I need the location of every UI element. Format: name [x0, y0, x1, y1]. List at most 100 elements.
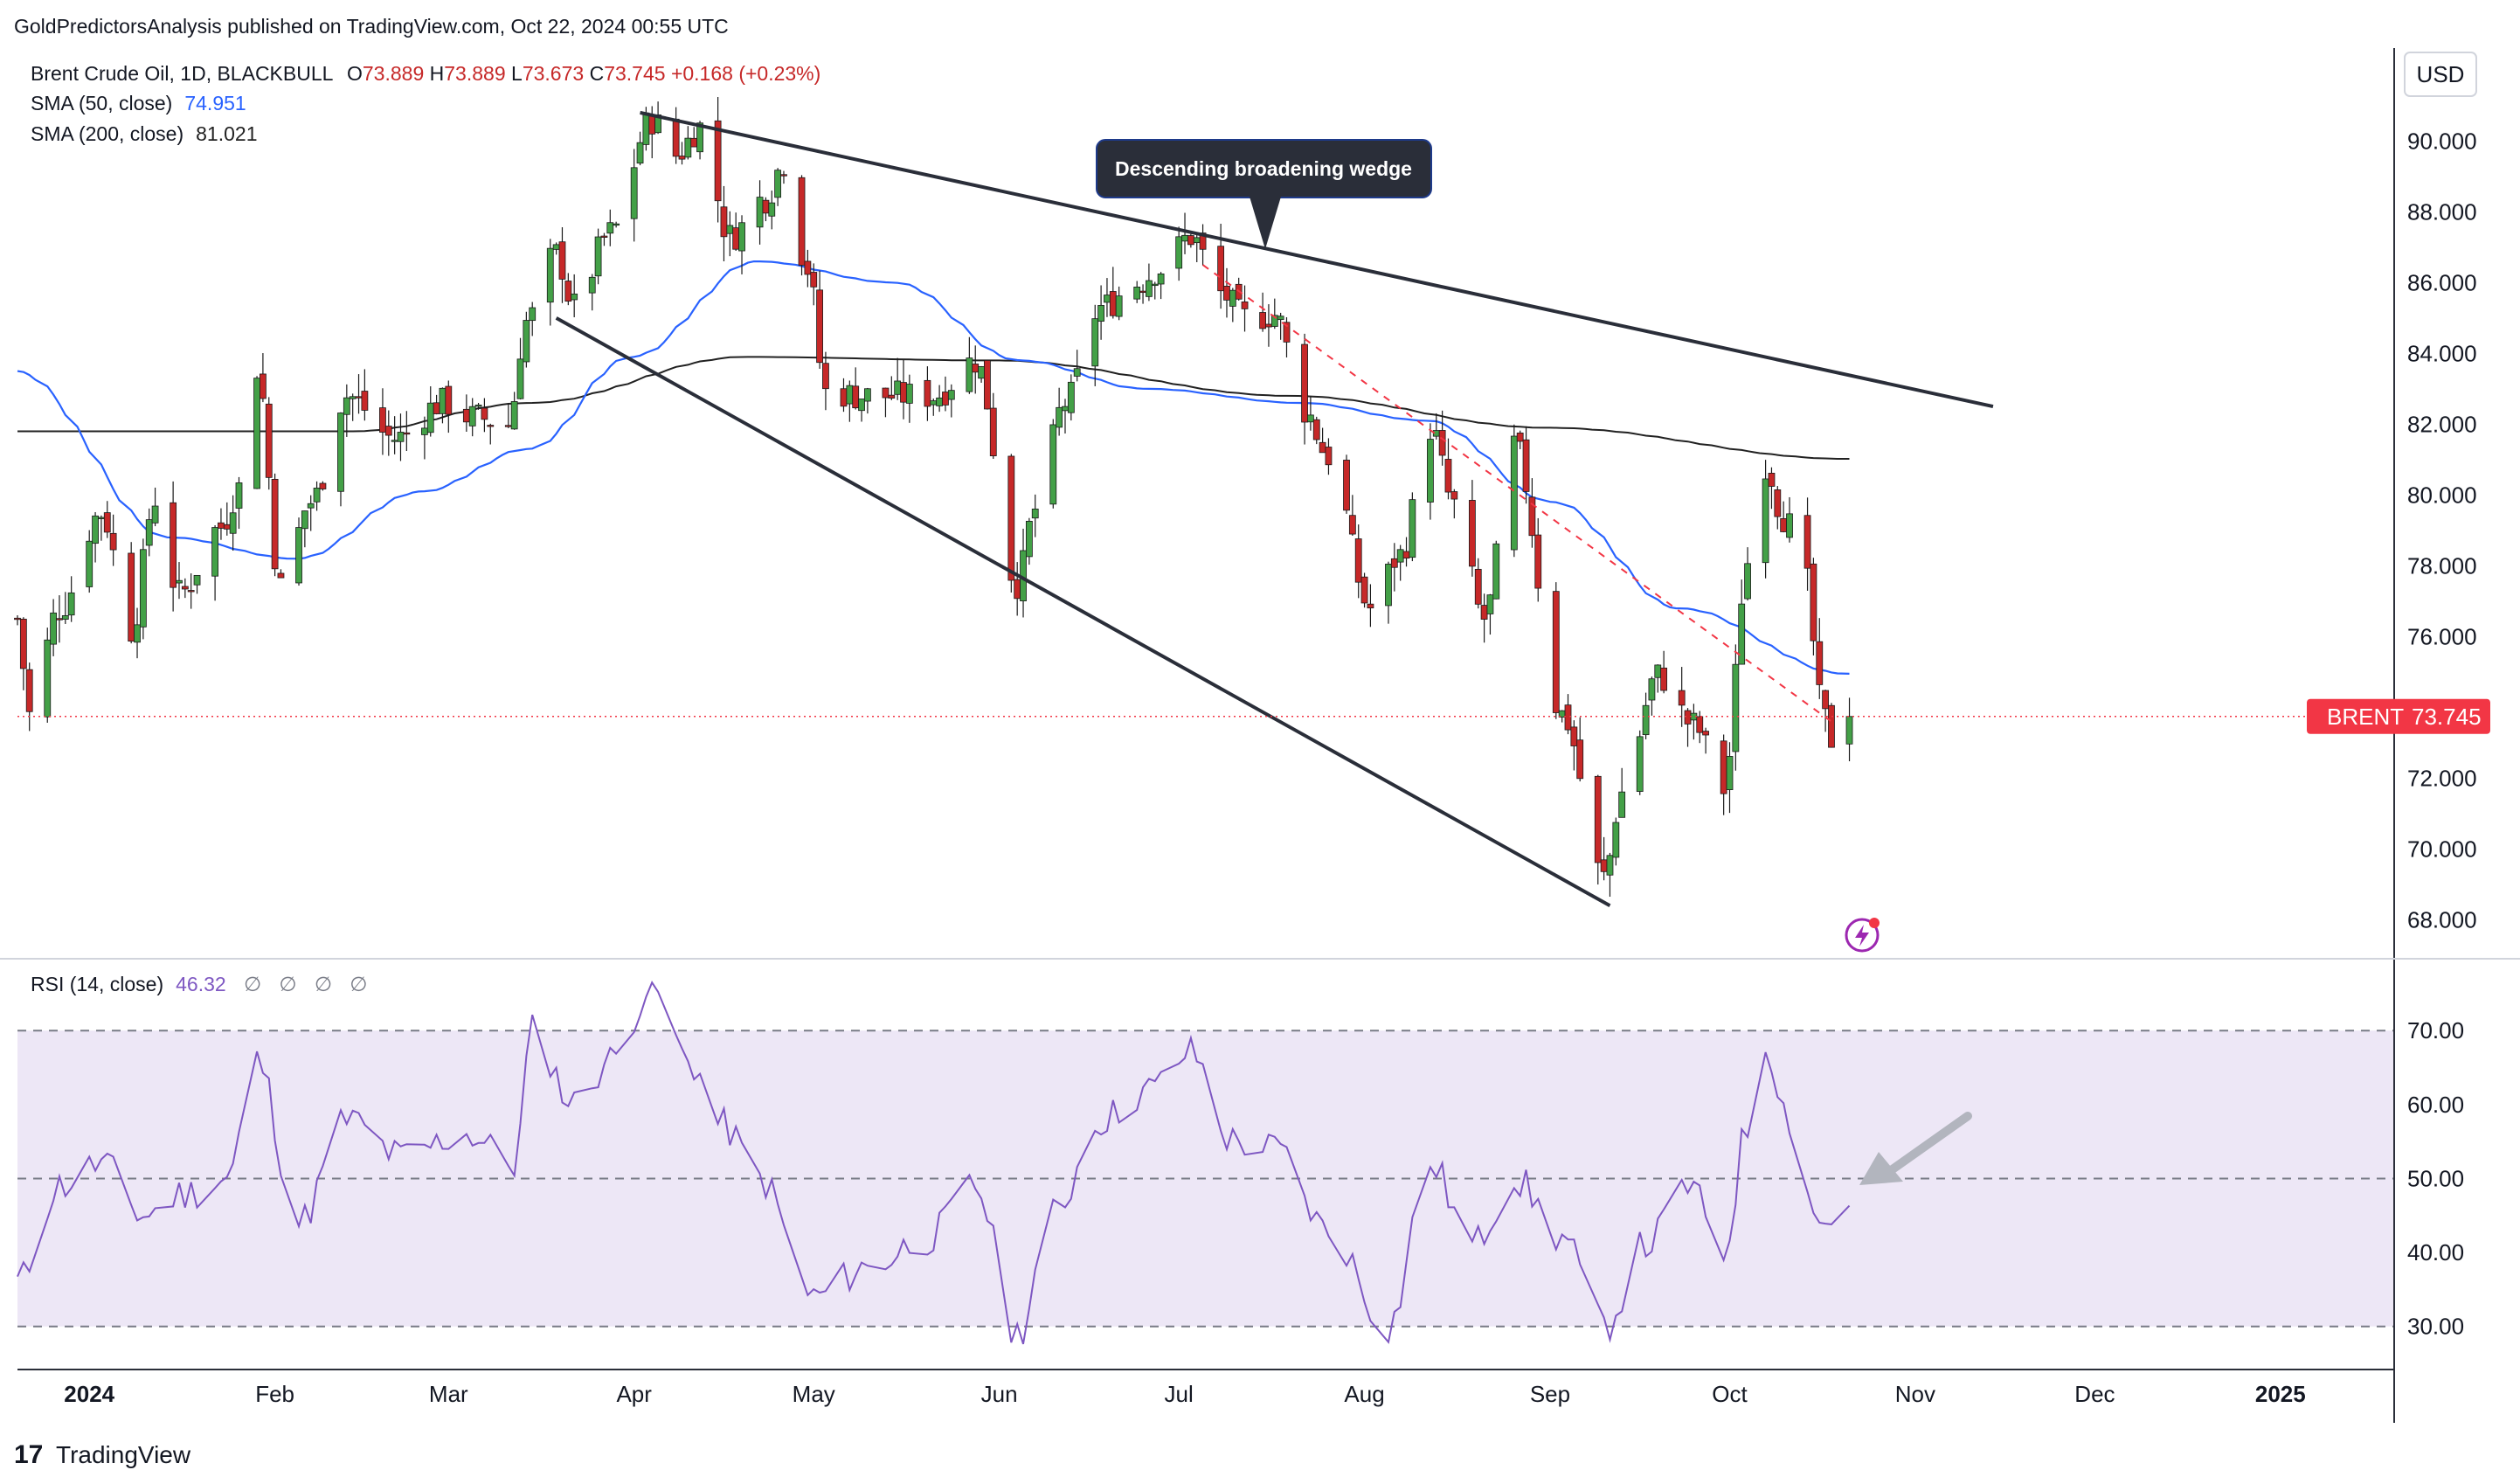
candle: [1091, 304, 1099, 386]
candle: [1654, 664, 1662, 693]
candle: [1223, 267, 1230, 318]
candle: [462, 394, 470, 433]
candle: [1097, 285, 1105, 340]
time-tick-label: 2024: [64, 1381, 114, 1407]
candle: [1726, 742, 1734, 814]
rsi-legend[interactable]: RSI (14, close) 46.32 ∅ ∅ ∅ ∅: [31, 973, 367, 995]
rsi-legend-label[interactable]: RSI (14, close) 46.32 ∅ ∅ ∅ ∅: [31, 973, 367, 995]
candle: [223, 502, 231, 536]
candle: [1312, 416, 1320, 445]
candle: [989, 392, 997, 459]
time-tick-label: Mar: [429, 1381, 468, 1407]
price-pane[interactable]: 30.00 40.00 50.00 60.00 70.00 68.000 70.000 72…: [14, 97, 2477, 1407]
time-axis[interactable]: 2024 Feb Mar Apr May Jun Jul Aug Sep Oct Nov Dec 202…: [64, 1381, 2305, 1407]
candle: [1606, 852, 1614, 898]
symbol-title[interactable]: Brent Crude Oil, 1D, BLACKBULL: [31, 62, 334, 85]
candle: [1067, 374, 1075, 421]
lightning-alert-icon[interactable]: [1845, 918, 1880, 953]
candle: [1020, 528, 1027, 618]
rsi-line[interactable]: [17, 981, 1851, 1345]
sma50-legend[interactable]: SMA (50, close) 74.951: [31, 92, 246, 114]
candle: [1259, 292, 1266, 332]
candlesticks[interactable]: [14, 97, 1853, 898]
candle: [229, 495, 237, 551]
candle: [1360, 572, 1368, 608]
candle: [151, 487, 159, 527]
candle: [1576, 717, 1584, 782]
candle: [1409, 492, 1416, 562]
candle: [1325, 438, 1333, 475]
candle: [1810, 558, 1817, 655]
candle: [1816, 618, 1824, 699]
candle: [1486, 593, 1494, 635]
candle: [1768, 467, 1776, 510]
candle: [768, 191, 776, 230]
candle: [984, 359, 991, 410]
sma200-line[interactable]: [17, 356, 1850, 460]
candle: [260, 353, 267, 403]
time-tick-label: May: [793, 1381, 835, 1407]
candle: [1552, 582, 1560, 719]
symbol-legend[interactable]: Brent Crude Oil, 1D, BLACKBULL O73.889 H…: [31, 62, 820, 145]
candle: [1109, 267, 1117, 319]
candle: [1367, 584, 1374, 628]
rsi-path: [17, 981, 1851, 1345]
rsi-arrow-annotation[interactable]: [1859, 1112, 1972, 1185]
candle: [1803, 497, 1811, 591]
candle: [98, 515, 105, 541]
candle: [307, 495, 315, 531]
trendline-dashed: [1201, 264, 1832, 723]
candle: [1229, 288, 1236, 322]
price-tick-label: 78.000: [2407, 552, 2477, 579]
candle: [1648, 676, 1656, 716]
candle: [487, 423, 495, 445]
price-tick-label: 76.000: [2407, 623, 2477, 649]
candle: [1157, 272, 1165, 300]
candle: [571, 274, 578, 318]
candle: [840, 378, 848, 413]
candle: [756, 180, 764, 245]
candle: [762, 197, 770, 222]
sma200-legend[interactable]: SMA (200, close) 81.021: [31, 122, 258, 145]
candle: [978, 365, 985, 383]
candle: [804, 249, 812, 288]
candle: [1402, 537, 1410, 567]
candle: [1702, 727, 1709, 754]
candle: [924, 366, 931, 421]
tv-mark-icon: 17: [14, 1440, 43, 1469]
candle: [1133, 281, 1141, 303]
candle: [1217, 224, 1225, 309]
candle: [1139, 284, 1146, 304]
candle: [1618, 767, 1626, 818]
candle: [1025, 517, 1033, 565]
candle: [630, 149, 638, 242]
price-tick-label: 82.000: [2407, 411, 2477, 437]
candle: [56, 595, 63, 643]
candle: [816, 270, 823, 369]
candle: [1738, 579, 1746, 665]
candle: [349, 393, 357, 421]
price-tick-label: 80.000: [2407, 482, 2477, 508]
candle: [1270, 298, 1278, 329]
candle: [1007, 454, 1015, 593]
price-axis[interactable]: 68.00070.00072.00074.00076.00078.00080.0…: [2407, 128, 2477, 933]
candle: [516, 337, 524, 400]
candle: [1049, 419, 1057, 509]
candle: [529, 302, 537, 336]
candle: [211, 524, 218, 601]
sma50-line[interactable]: [17, 260, 1850, 675]
candle: [301, 510, 308, 548]
tradingview-logo[interactable]: 17 TradingView: [14, 1440, 191, 1469]
candle: [732, 212, 740, 251]
pattern-annotation[interactable]: Descending broadening wedge: [1096, 139, 1432, 249]
currency-label: USD: [2417, 61, 2465, 87]
candle: [894, 357, 902, 400]
candle: [966, 336, 973, 394]
candle: [361, 369, 369, 421]
candle: [1774, 486, 1782, 530]
trendline-upper: [640, 110, 1994, 409]
candle: [822, 351, 829, 411]
currency-button[interactable]: USD: [2404, 52, 2477, 97]
trendlines[interactable]: [555, 110, 1994, 908]
